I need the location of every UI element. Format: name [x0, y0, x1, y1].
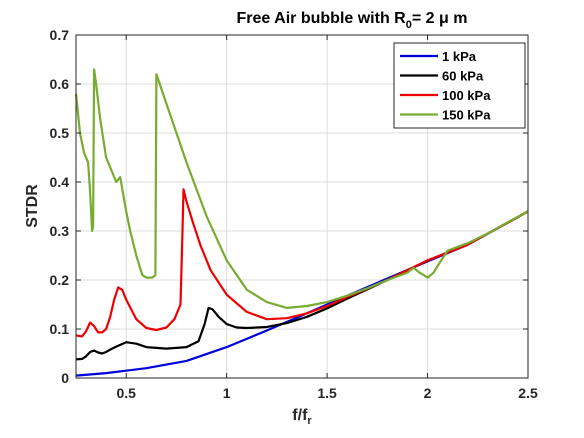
x-tick-label: 2.5	[518, 385, 538, 401]
series-line-150-kpa	[74, 68, 529, 309]
x-axis-label: f/fr	[292, 407, 312, 427]
x-tick-label: 0.5	[116, 385, 136, 401]
series-line-100-kpa	[75, 188, 529, 338]
x-tick-label: 1.5	[317, 385, 337, 401]
legend-label: 60 kPa	[442, 69, 484, 84]
y-axis-label: STDR	[24, 184, 41, 228]
legend-label: 1 kPa	[442, 49, 477, 64]
legend: 1 kPa 60 kPa 100 kPa 150 kPa	[393, 42, 526, 129]
y-tick-label: 0	[61, 370, 69, 386]
series-line-60-kpa	[75, 210, 529, 361]
plot-border	[75, 34, 529, 379]
chart-title: Free Air bubble with R0= 2 μ m	[237, 10, 468, 31]
grid-lines	[76, 35, 528, 378]
legend-label: 100 kPa	[442, 88, 491, 103]
legend-label: 150 kPa	[442, 108, 491, 123]
y-tick-label: 0.5	[50, 125, 70, 141]
y-tick-label: 0.6	[50, 76, 70, 92]
y-tick-label: 0.1	[50, 321, 70, 337]
y-tick-label: 0.4	[50, 174, 70, 190]
x-tick-labels: 0.5 1 1.5 2 2.5	[116, 385, 537, 401]
y-tick-label: 0.7	[50, 27, 70, 43]
y-tick-label: 0.2	[50, 272, 70, 288]
y-tick-label: 0.3	[50, 223, 70, 239]
x-tick-label: 2	[424, 385, 432, 401]
x-tick-label: 1	[223, 385, 231, 401]
series-lines	[74, 68, 529, 377]
y-tick-labels: 0 0.1 0.2 0.3 0.4 0.5 0.6 0.7	[50, 27, 70, 386]
